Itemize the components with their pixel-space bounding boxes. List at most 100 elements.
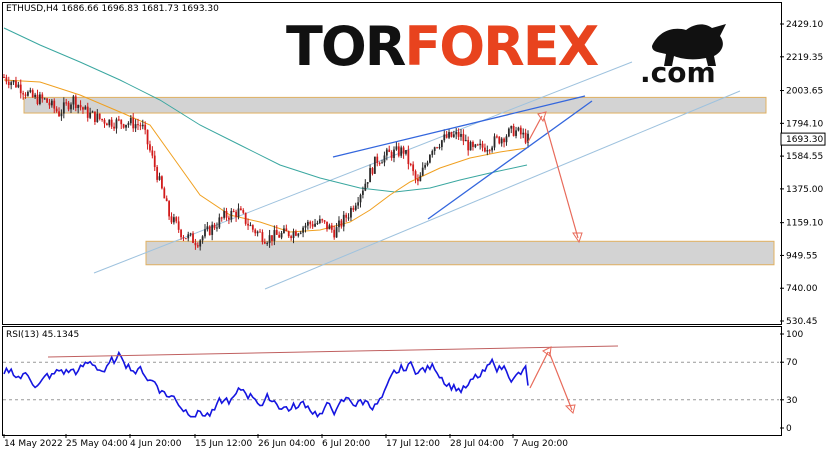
candle-body [407,150,410,165]
candle-body [426,162,429,166]
candle-body [438,147,441,149]
candle-body [34,94,37,98]
candle-body [326,221,328,230]
candle-body [510,125,513,129]
candle-body [129,117,132,124]
candle-body [481,143,484,148]
candle-body [189,233,192,235]
candle-body [242,210,245,213]
candle-body [385,149,388,156]
candle-body [318,219,321,223]
price-tick-label: 2429.10 [786,20,823,30]
candle-body [79,105,82,108]
candle-body [194,242,197,246]
forecast-arrow-down [543,117,579,239]
candle-body [146,129,149,145]
candle-body [397,146,400,156]
candle-body [43,98,46,100]
candle-body [359,194,362,203]
x-tick-label: 4 Jun 20:00 [130,439,182,449]
support-zone [145,240,775,266]
candle-body [65,102,68,104]
candle-body [82,107,84,110]
candle-body [390,152,393,158]
candle-body [445,134,448,138]
candle-body [36,94,39,104]
candle-body [273,230,276,241]
candle-body [192,233,194,243]
logo-part2: FOREX [404,15,599,78]
candle-body [515,130,517,136]
candle-body [292,231,295,239]
candle-body [141,124,144,127]
candle-body [519,127,522,135]
candle-body [373,156,376,174]
candle-body [290,236,293,239]
candle-body [405,150,407,154]
candle-body [424,165,427,168]
price-tick-label: 2003.65 [786,87,823,97]
candle-body [376,156,379,163]
candle-body [72,96,75,105]
candle-body [500,138,503,144]
candle-body [220,217,223,219]
candle-body [158,176,161,180]
ohlc-values: 1686.66 1696.83 1681.73 1693.30 [61,4,219,14]
candle-body [10,82,13,86]
candle-body [12,80,15,83]
candle-body [256,231,259,234]
candle-body [115,119,118,129]
candle-body [354,205,357,210]
candle-body [137,124,139,126]
candle-body [204,229,206,237]
candle-body [98,113,101,119]
candle-body [7,81,10,86]
candle-body [228,217,230,220]
candle-body [388,149,391,153]
candle-body [216,227,218,229]
candle-body [311,224,314,227]
candle-body [225,210,228,218]
candle-body [503,138,505,143]
candle-body [304,225,307,228]
candle-body [431,151,434,155]
candle-body [421,167,424,176]
candle-body [196,245,199,247]
candle-body [381,162,383,164]
logo-suffix: .com [640,56,716,89]
candle-body [512,125,515,136]
candle-body [89,112,92,118]
logo-part1: TOR [286,15,406,78]
candle-body [223,210,226,218]
candle-body [306,221,309,226]
candle-body [527,133,529,143]
candle-body [168,201,170,217]
candle-body [460,133,462,137]
candle-body [488,150,491,152]
candle-body [161,176,163,189]
candle-body [350,208,352,218]
candle-body [156,167,159,180]
torforex-logo: TORFOREX [286,20,599,74]
candle-body [187,234,190,239]
candle-body [297,233,300,236]
candle-body [266,243,269,245]
x-tick-label: 26 Jun 04:00 [258,439,315,449]
candle-body [302,227,304,233]
candle-body [371,168,374,174]
rsi-arrowhead-down [564,404,576,414]
candle-body [67,102,70,110]
candle-body [91,111,94,113]
price-chart-frame [2,2,782,325]
candle-body [280,233,283,238]
candle-body [383,155,386,163]
rsi-arrow-up [529,351,549,389]
candle-body [342,214,345,227]
candle-body [31,90,34,98]
candle-body [108,119,111,126]
candle-body [414,171,417,179]
candle-body [278,234,281,238]
rsi-tick-label: 0 [786,424,792,434]
candle-body [134,124,137,129]
